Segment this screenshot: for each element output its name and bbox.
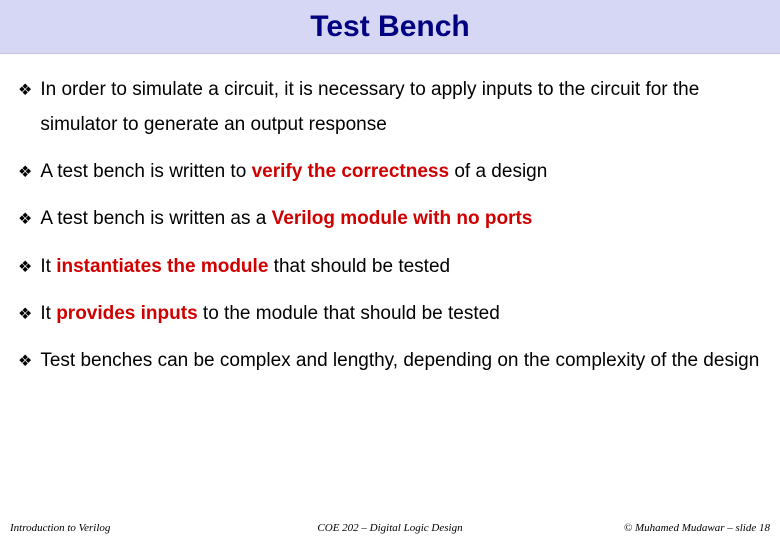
bullet-highlight: instantiates the module: [56, 256, 268, 277]
bullet-icon: ❖: [18, 253, 32, 283]
bullet-pre: It: [40, 256, 56, 277]
bullet-pre: A test bench is written as a: [40, 208, 271, 229]
bullet-item: ❖ A test bench is written as a Verilog m…: [18, 201, 762, 236]
bullet-post: to the module that should be tested: [198, 303, 500, 324]
bullet-text: It provides inputs to the module that sh…: [40, 296, 499, 331]
bullet-pre: A test bench is written to: [40, 161, 251, 182]
bullet-text: A test bench is written as a Verilog mod…: [40, 201, 532, 236]
bullet-text: It instantiates the module that should b…: [40, 249, 450, 284]
bullet-item: ❖ In order to simulate a circuit, it is …: [18, 72, 762, 142]
bullet-text: In order to simulate a circuit, it is ne…: [40, 72, 762, 142]
footer-center: COE 202 – Digital Logic Design: [317, 522, 462, 534]
bullet-post: of a design: [449, 161, 547, 182]
bullet-icon: ❖: [18, 300, 32, 330]
footer-left: Introduction to Verilog: [10, 522, 110, 534]
bullet-item: ❖ Test benches can be complex and length…: [18, 343, 762, 378]
bullet-icon: ❖: [18, 347, 32, 377]
bullet-pre: In order to simulate a circuit, it is ne…: [40, 79, 699, 135]
bullet-post: that should be tested: [268, 256, 450, 277]
bullet-icon: ❖: [18, 158, 32, 188]
footer: Introduction to Verilog COE 202 – Digita…: [0, 522, 780, 534]
bullet-pre: Test benches can be complex and lengthy,…: [40, 350, 759, 371]
bullet-item: ❖ It provides inputs to the module that …: [18, 296, 762, 331]
bullet-text: Test benches can be complex and lengthy,…: [40, 343, 759, 378]
footer-right: © Muhamed Mudawar – slide 18: [624, 522, 770, 534]
bullet-highlight: provides inputs: [56, 303, 197, 324]
bullet-text: A test bench is written to verify the co…: [40, 154, 547, 189]
bullet-highlight: Verilog module with no ports: [272, 208, 533, 229]
slide: Test Bench ❖ In order to simulate a circ…: [0, 0, 780, 540]
bullet-pre: It: [40, 303, 56, 324]
slide-title: Test Bench: [310, 10, 469, 44]
title-bar: Test Bench: [0, 0, 780, 54]
bullet-icon: ❖: [18, 205, 32, 235]
bullet-item: ❖ A test bench is written to verify the …: [18, 154, 762, 189]
content-area: ❖ In order to simulate a circuit, it is …: [0, 54, 780, 540]
bullet-icon: ❖: [18, 76, 32, 106]
bullet-highlight: verify the correctness: [252, 161, 450, 182]
bullet-item: ❖ It instantiates the module that should…: [18, 249, 762, 284]
